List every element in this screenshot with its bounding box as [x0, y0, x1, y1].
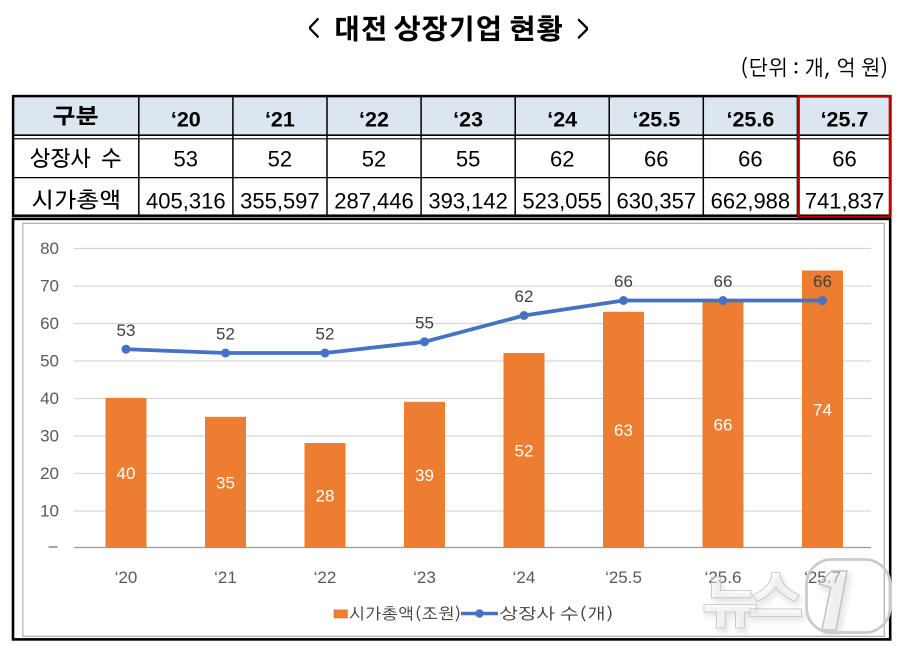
svg-text:66: 66 [644, 147, 668, 172]
svg-text:52: 52 [515, 442, 534, 461]
svg-text:‘24: ‘24 [513, 568, 536, 587]
svg-text:‘23: ‘23 [453, 107, 483, 131]
svg-text:66: 66 [813, 272, 832, 291]
svg-text:10: 10 [40, 502, 59, 521]
svg-text:30: 30 [40, 427, 59, 446]
svg-text:66: 66 [832, 147, 856, 172]
svg-text:63: 63 [614, 421, 633, 440]
svg-text:‘22: ‘22 [314, 568, 337, 587]
svg-text:66: 66 [614, 272, 633, 291]
svg-text:52: 52 [316, 325, 335, 344]
svg-text:53: 53 [117, 321, 136, 340]
svg-text:55: 55 [456, 147, 480, 172]
svg-text:741,837: 741,837 [805, 188, 885, 213]
svg-text:74: 74 [813, 400, 832, 419]
svg-text:55: 55 [415, 313, 434, 332]
svg-text:66: 66 [714, 272, 733, 291]
svg-text:53: 53 [174, 147, 198, 172]
svg-text:28: 28 [316, 487, 335, 506]
svg-text:393,142: 393,142 [428, 188, 508, 213]
svg-text:50: 50 [40, 352, 59, 371]
svg-text:40: 40 [40, 389, 59, 408]
svg-text:80: 80 [40, 239, 59, 258]
svg-text:‘25.6: ‘25.6 [726, 107, 774, 131]
svg-text:52: 52 [216, 325, 235, 344]
svg-text:‘25.7: ‘25.7 [821, 107, 869, 131]
svg-text:‘22: ‘22 [359, 107, 389, 131]
svg-text:35: 35 [216, 474, 235, 493]
svg-text:287,446: 287,446 [334, 188, 414, 213]
svg-text:62: 62 [550, 147, 574, 172]
svg-text:60: 60 [40, 314, 59, 333]
svg-text:66: 66 [738, 147, 762, 172]
svg-text:355,597: 355,597 [240, 188, 320, 213]
svg-text:–: – [49, 538, 58, 555]
svg-text:62: 62 [515, 287, 534, 306]
svg-text:‘25.5: ‘25.5 [632, 107, 680, 131]
svg-text:662,988: 662,988 [711, 188, 791, 213]
svg-text:‘24: ‘24 [547, 107, 577, 131]
svg-text:20: 20 [40, 464, 59, 483]
svg-text:39: 39 [415, 466, 434, 485]
svg-text:523,055: 523,055 [522, 188, 602, 213]
svg-text:‘20: ‘20 [115, 568, 138, 587]
svg-text:‘23: ‘23 [413, 568, 436, 587]
svg-text:52: 52 [268, 147, 292, 172]
svg-text:52: 52 [362, 147, 386, 172]
svg-text:405,316: 405,316 [146, 188, 226, 213]
svg-text:‘21: ‘21 [214, 568, 237, 587]
svg-text:70: 70 [40, 277, 59, 296]
svg-text:630,357: 630,357 [617, 188, 697, 213]
svg-text:‘25.5: ‘25.5 [605, 568, 642, 587]
svg-text:40: 40 [117, 464, 136, 483]
svg-text:‘20: ‘20 [171, 107, 201, 131]
svg-text:66: 66 [714, 415, 733, 434]
svg-text:‘21: ‘21 [265, 107, 295, 131]
